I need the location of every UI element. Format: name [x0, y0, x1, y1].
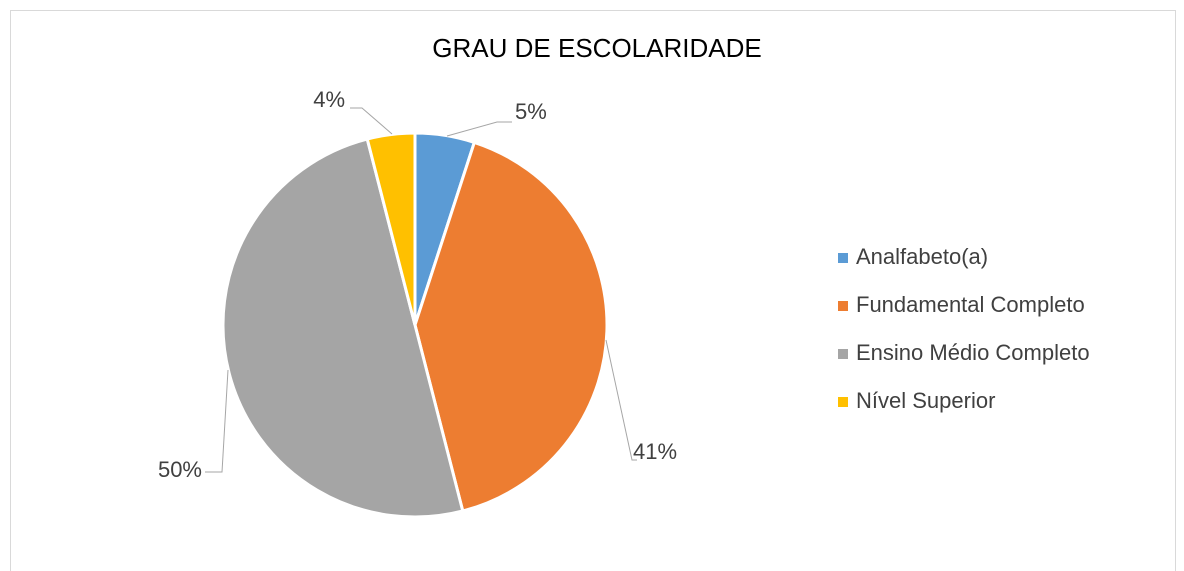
- leader-line: [205, 369, 229, 473]
- legend-swatch: [838, 301, 848, 311]
- leader-line: [605, 339, 637, 461]
- legend-label: Analfabeto(a): [856, 244, 988, 269]
- data-label: 5%: [515, 99, 547, 124]
- chart-title: GRAU DE ESCOLARIDADE: [432, 33, 761, 63]
- data-label: 50%: [158, 457, 202, 482]
- legend-label: Fundamental Completo: [856, 292, 1085, 317]
- legend-swatch: [838, 253, 848, 263]
- leader-line: [446, 121, 512, 137]
- pie-slice: [413, 140, 609, 513]
- legend-swatch: [838, 397, 848, 407]
- legend-swatch: [838, 349, 848, 359]
- leader-line: [350, 107, 393, 135]
- legend-label: Nível Superior: [856, 388, 995, 413]
- pie-slice: [221, 137, 465, 519]
- data-label: 4%: [313, 87, 345, 112]
- legend-label: Ensino Médio Completo: [856, 340, 1090, 365]
- pie-slice: [365, 131, 417, 326]
- data-label: 41%: [633, 439, 677, 464]
